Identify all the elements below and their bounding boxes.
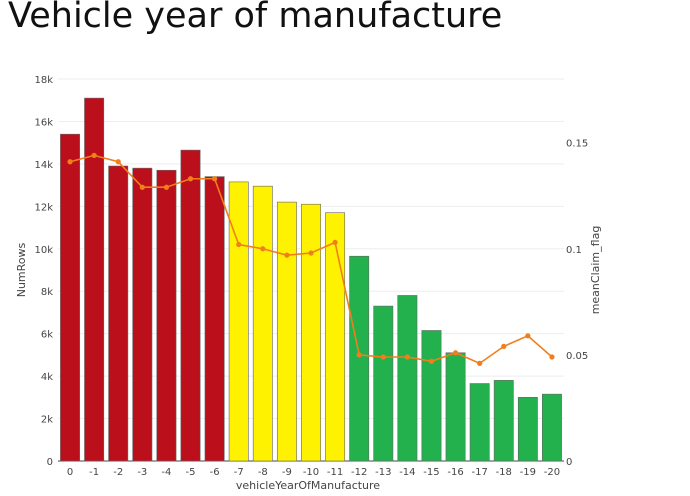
- bar[interactable]: [156, 169, 177, 462]
- line-point[interactable]: [163, 184, 170, 190]
- bar[interactable]: [469, 383, 490, 462]
- x-tick-label: -12: [351, 467, 367, 478]
- y-tick-label: 4k: [41, 372, 53, 383]
- bar[interactable]: [60, 133, 80, 462]
- line-point[interactable]: [404, 354, 410, 360]
- y-tick-label: 8k: [41, 287, 53, 298]
- line-point[interactable]: [549, 354, 555, 360]
- line-point[interactable]: [236, 241, 242, 248]
- line-point[interactable]: [115, 159, 121, 165]
- x-tick-label: -13: [375, 467, 391, 478]
- bar[interactable]: [132, 167, 153, 462]
- line-point[interactable]: [332, 239, 338, 246]
- line-point[interactable]: [187, 176, 194, 182]
- x-tick-label: -3: [137, 467, 147, 478]
- x-tick-label: -15: [423, 467, 439, 478]
- y2-tick-label: 0.05: [566, 351, 588, 362]
- bar[interactable]: [397, 295, 418, 462]
- x-tick-label: -9: [282, 467, 292, 478]
- y-tick-label: 14k: [34, 160, 53, 171]
- line-series: [67, 152, 555, 366]
- x-tick-label: -16: [447, 467, 463, 478]
- y2-axis-ticks: 0 0.05 0.1 0.15: [566, 139, 588, 468]
- y-tick-label: 16k: [34, 117, 53, 128]
- line-point[interactable]: [284, 252, 290, 258]
- y-tick-label: 12k: [34, 202, 53, 213]
- y2-tick-label: 0: [566, 457, 572, 468]
- x-tick-label: -20: [544, 467, 560, 478]
- y2-tick-label: 0.1: [566, 245, 582, 256]
- line-point[interactable]: [91, 152, 97, 158]
- bar[interactable]: [349, 255, 370, 462]
- line-point[interactable]: [380, 354, 386, 360]
- x-axis-ticks: 0 -1 -2 -3 -4 -5 -6 -7 -8 -9 -10 -11 -12 -13 -14 -15 -16…: [67, 467, 560, 478]
- x-tick-label: -17: [471, 467, 487, 478]
- x-tick-label: -1: [89, 467, 99, 478]
- chart-title: Vehicle year of manufacture: [8, 0, 503, 36]
- x-tick-label: -18: [496, 467, 512, 478]
- line-point[interactable]: [67, 159, 73, 165]
- x-tick-label: -8: [258, 467, 268, 478]
- x-tick-label: -10: [303, 467, 319, 478]
- bar[interactable]: [228, 181, 249, 462]
- line-point[interactable]: [308, 250, 314, 256]
- bar[interactable]: [108, 165, 129, 462]
- bar[interactable]: [421, 330, 442, 462]
- x-tick-label: -2: [113, 467, 123, 478]
- line-point[interactable]: [212, 176, 218, 182]
- x-tick-label: -4: [161, 467, 171, 478]
- y-tick-label: 2k: [41, 415, 53, 426]
- line-point[interactable]: [260, 246, 266, 252]
- line-point[interactable]: [452, 350, 459, 356]
- x-tick-label: -7: [234, 467, 244, 478]
- bar[interactable]: [445, 352, 466, 462]
- y2-axis-label: meanClaim_flag: [589, 226, 602, 315]
- y-axis-label: NumRows: [15, 242, 28, 297]
- y2-tick-label: 0.15: [566, 139, 588, 150]
- bar[interactable]: [276, 201, 297, 462]
- line-point[interactable]: [356, 352, 362, 358]
- line-point[interactable]: [428, 358, 435, 364]
- bar[interactable]: [204, 176, 225, 462]
- bar[interactable]: [542, 393, 562, 462]
- x-tick-label: -14: [399, 467, 415, 478]
- x-tick-label: -19: [520, 467, 536, 478]
- bar[interactable]: [325, 212, 346, 462]
- bar[interactable]: [517, 397, 538, 462]
- y-tick-label: 6k: [41, 330, 53, 341]
- bar[interactable]: [252, 185, 273, 462]
- bars: [60, 97, 562, 462]
- x-tick-label: -11: [327, 467, 343, 478]
- y-tick-label: 10k: [34, 245, 53, 256]
- y-axis-ticks: 0 2k 4k 6k 8k 10k 12k 14k 16k 18k: [34, 75, 53, 468]
- x-tick-label: -5: [186, 467, 196, 478]
- line-point[interactable]: [477, 360, 483, 366]
- line-point[interactable]: [525, 333, 531, 339]
- line-point[interactable]: [139, 184, 145, 190]
- y-tick-label: 0: [47, 457, 53, 468]
- bar[interactable]: [493, 380, 514, 462]
- bar[interactable]: [301, 203, 321, 462]
- bar[interactable]: [180, 149, 201, 462]
- y-tick-label: 18k: [34, 75, 53, 86]
- x-tick-label: 0: [67, 467, 73, 478]
- bar[interactable]: [373, 305, 394, 462]
- x-tick-label: -6: [210, 467, 220, 478]
- x-axis-label: vehicleYearOfManufacture: [236, 479, 380, 492]
- line-point[interactable]: [501, 343, 507, 349]
- bar[interactable]: [84, 97, 105, 462]
